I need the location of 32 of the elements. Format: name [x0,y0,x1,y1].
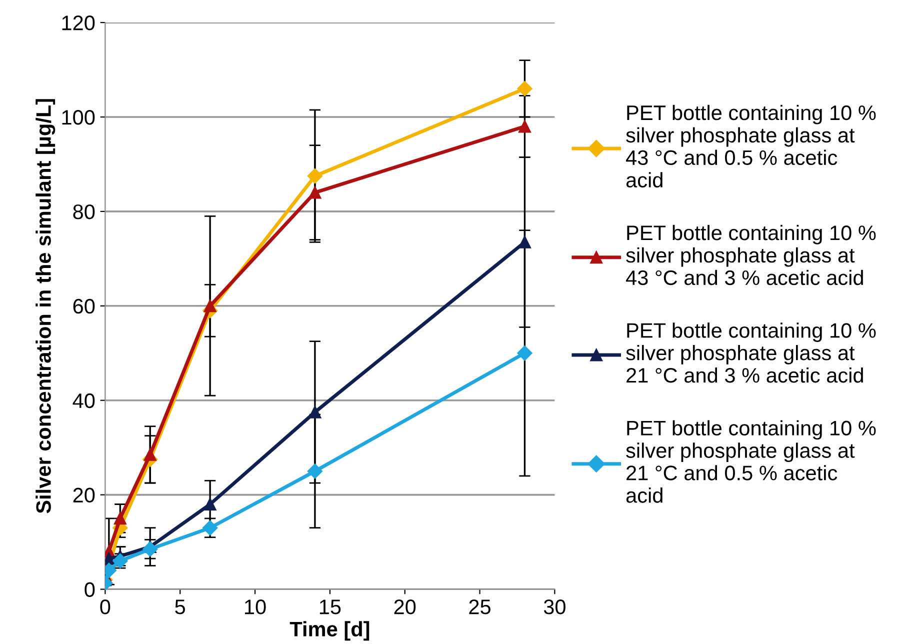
y-tick-label: 100 [62,110,95,125]
point [517,346,532,361]
point [517,81,532,96]
y-tick-label: 40 [72,393,95,408]
x-tick-label: 5 [175,600,186,614]
point [202,520,218,536]
point [307,464,323,479]
x-axis-title: Time [d] [290,621,370,641]
legend-label: PET bottle containing 10 % silver phosphate glass at 21 °C and 0.5 % acetic acid [626,420,876,503]
point [308,186,322,199]
x-tick-label: 15 [320,600,341,614]
x-tick-label: 10 [245,600,266,614]
x-tick-label: 25 [469,600,490,614]
point [142,542,158,557]
legend-label: PET bottle containing 10 % silver phosphate glass at 43 °C and 3 % acetic acid [626,224,876,286]
point [204,498,216,510]
y-tick-label: 20 [73,488,95,503]
point [144,448,156,461]
y-tick-label: 80 [73,204,95,220]
y-tick-label: 60 [73,298,95,314]
y-tick-label: 0 [84,582,95,598]
y-tick-label: 120 [62,16,95,30]
point [518,236,531,248]
point [204,300,216,312]
point [518,120,531,133]
legend-label: PET bottle containing 10 % silver phosphate glass at 21 °C and 3 % acetic acid [626,322,876,383]
x-tick-label: 30 [544,600,566,614]
legend-label: PET bottle containing 10 % silver phosphate glass at 43 °C and 0.5 % acetic acid [626,104,876,188]
x-tick-label: 0 [100,600,110,614]
x-tick-label: 20 [394,600,416,614]
point [307,168,323,184]
y-axis-title: Silver concentration in the simulant [µg/L] [36,99,56,514]
